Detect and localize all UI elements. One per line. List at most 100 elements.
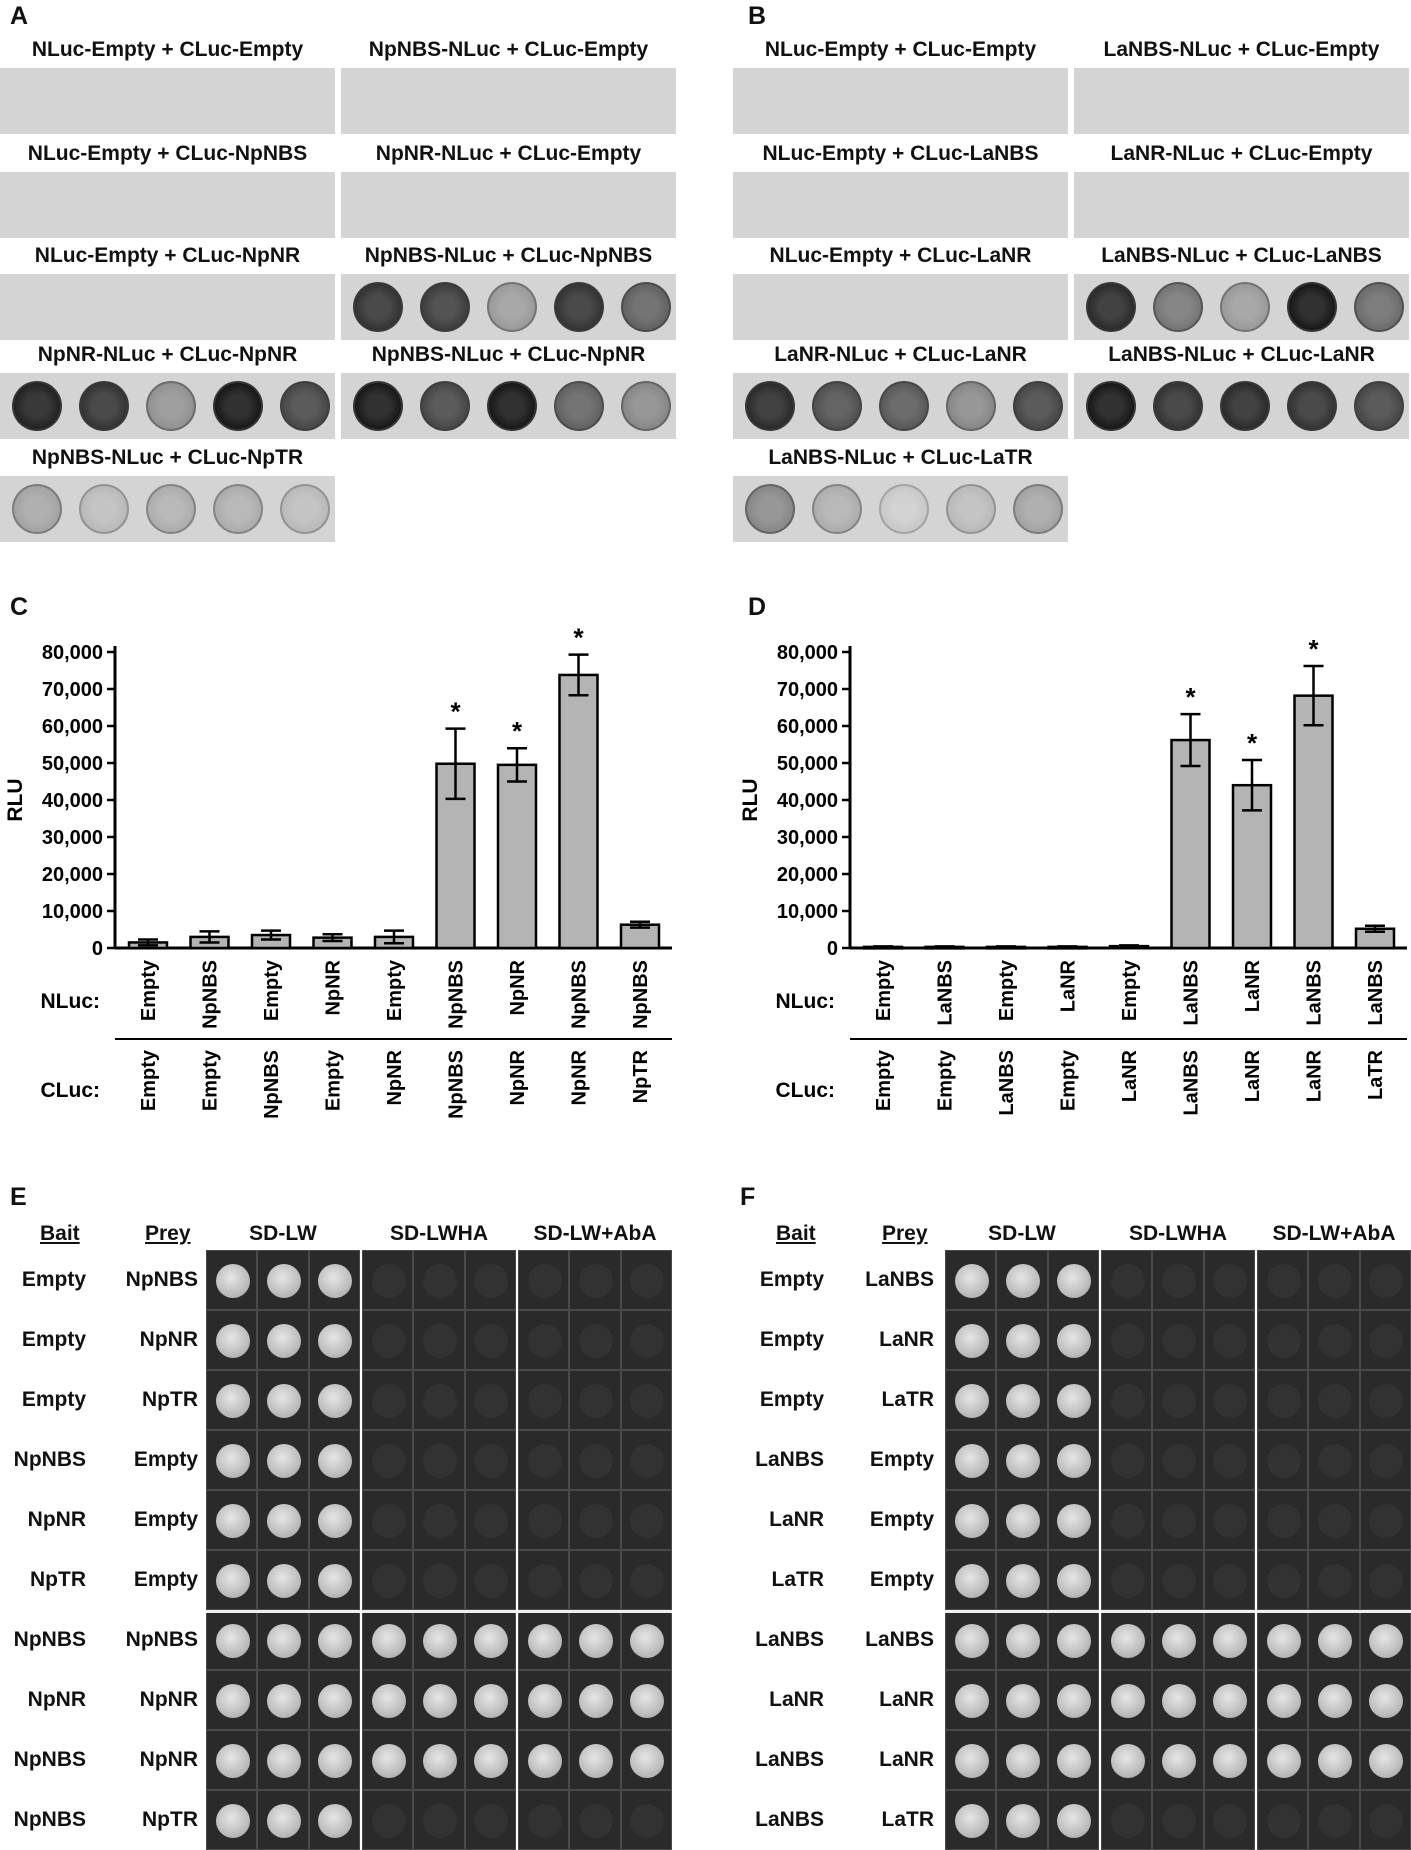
significance-marker: * xyxy=(573,623,584,653)
bar xyxy=(1293,694,1334,950)
plate-grid-cell xyxy=(620,1490,672,1550)
y-tick-label: 20,000 xyxy=(42,864,103,886)
bait-label: NpNR xyxy=(27,1508,86,1531)
yeast-colony xyxy=(578,1684,613,1718)
group-separator xyxy=(1101,1610,1255,1613)
plate-grid-cell xyxy=(206,1790,258,1850)
bait-label: NpNBS xyxy=(13,1628,86,1651)
plate-grid-cell xyxy=(308,1730,360,1790)
nluc-label: NpNBS xyxy=(569,960,591,1029)
cluc-label: LaNBS xyxy=(1181,1050,1203,1116)
luminescence-spot xyxy=(1013,381,1063,431)
no-growth-spot xyxy=(1266,1264,1301,1298)
plate-grid-cell xyxy=(413,1730,465,1790)
plate-grid-cell xyxy=(1047,1670,1099,1730)
prey-label: Empty xyxy=(869,1508,934,1531)
yeast-colony xyxy=(1005,1684,1040,1718)
yeast-colony xyxy=(1057,1684,1092,1718)
group-separator xyxy=(518,1610,672,1613)
plate-grid-cell xyxy=(569,1310,621,1370)
plate-grid-cell xyxy=(620,1730,672,1790)
plate-grid-cell xyxy=(1152,1310,1204,1370)
prey-label: NpTR xyxy=(142,1388,198,1411)
no-growth-spot xyxy=(1110,1264,1145,1298)
plate-grid-cell xyxy=(1101,1310,1153,1370)
yeast-colony xyxy=(215,1264,250,1298)
bait-label: Empty xyxy=(759,1268,824,1291)
yeast-colony xyxy=(954,1804,989,1838)
plate-grid-cell xyxy=(464,1730,516,1790)
plate-grid-cell xyxy=(1047,1430,1099,1490)
luminescence-spot xyxy=(353,381,403,431)
nluc-label: Empty xyxy=(261,959,283,1021)
prey-header: Prey xyxy=(145,1222,191,1245)
plate-grid-cell xyxy=(1152,1730,1204,1790)
nluc-row-label: NLuc: xyxy=(41,990,101,1013)
prey-label: LaNBS xyxy=(865,1268,934,1291)
luminescence-spot xyxy=(1354,381,1404,431)
luminescence-spot xyxy=(745,484,795,534)
plate-grid-cell xyxy=(996,1730,1048,1790)
y-tick-label: 60,000 xyxy=(42,716,103,738)
plate-grid-cell xyxy=(1203,1550,1255,1610)
no-growth-spot xyxy=(527,1564,562,1598)
media-header: SD-LWHA xyxy=(390,1222,488,1245)
no-growth-spot xyxy=(371,1264,406,1298)
yeast-colony xyxy=(266,1684,301,1718)
plate-grid-cell xyxy=(1308,1670,1360,1730)
plate-grid-cell xyxy=(206,1550,258,1610)
plate-grid-cell xyxy=(620,1610,672,1670)
cluc-label: Empty xyxy=(935,1049,957,1111)
y-tick-label: 40,000 xyxy=(777,790,838,812)
media-header: SD-LW xyxy=(988,1222,1056,1245)
yeast-colony xyxy=(1005,1504,1040,1538)
significance-marker: * xyxy=(1185,682,1196,712)
plate-grid-cell xyxy=(1101,1550,1153,1610)
no-growth-spot xyxy=(1369,1804,1404,1838)
plate-grid-cell xyxy=(257,1430,309,1490)
yeast-colony xyxy=(318,1324,353,1358)
prey-label: Empty xyxy=(133,1508,198,1531)
plate-grid-cell xyxy=(413,1370,465,1430)
plate-grid-cell xyxy=(1152,1430,1204,1490)
plate-grid-cell xyxy=(569,1370,621,1430)
luminescence-spot xyxy=(353,282,403,332)
plate-grid-cell xyxy=(1308,1490,1360,1550)
plate-grid-cell xyxy=(1203,1610,1255,1670)
y-tick-label: 40,000 xyxy=(42,790,103,812)
no-growth-spot xyxy=(1317,1444,1352,1478)
panel-letter-b: B xyxy=(748,2,767,30)
plate-grid-cell xyxy=(413,1250,465,1310)
luminescence-spot xyxy=(812,381,862,431)
plate-grid-cell xyxy=(362,1430,414,1490)
no-growth-spot xyxy=(1213,1384,1248,1418)
nluc-label: Empty xyxy=(1119,959,1141,1021)
nluc-label: NpNR xyxy=(507,959,529,1015)
plate-grid-cell xyxy=(1359,1790,1411,1850)
prey-label: NpNR xyxy=(139,1688,198,1711)
no-growth-spot xyxy=(1110,1384,1145,1418)
cluc-row-label: CLuc: xyxy=(41,1079,101,1102)
yeast-colony xyxy=(1005,1444,1040,1478)
plate-grid-cell xyxy=(1152,1610,1204,1670)
plate-grid-cell xyxy=(945,1790,997,1850)
yeast-colony xyxy=(266,1504,301,1538)
yeast-colony xyxy=(474,1624,509,1658)
yeast-colony xyxy=(630,1684,665,1718)
yeast-colony xyxy=(474,1684,509,1718)
blot-title: NpNBS-NLuc + CLuc-NpNR xyxy=(371,343,646,366)
plate-grid-cell xyxy=(206,1250,258,1310)
no-growth-spot xyxy=(474,1384,509,1418)
luminescence-spot xyxy=(879,381,929,431)
no-growth-spot xyxy=(1213,1264,1248,1298)
yeast-colony xyxy=(954,1744,989,1778)
plate-grid-cell xyxy=(620,1670,672,1730)
no-growth-spot xyxy=(474,1804,509,1838)
cluc-label: Empty xyxy=(200,1049,222,1111)
no-growth-spot xyxy=(474,1444,509,1478)
blot-strip xyxy=(341,274,676,340)
yeast-colony xyxy=(1110,1684,1145,1718)
no-growth-spot xyxy=(371,1324,406,1358)
blot-strip xyxy=(1074,274,1409,340)
luminescence-spot xyxy=(812,484,862,534)
